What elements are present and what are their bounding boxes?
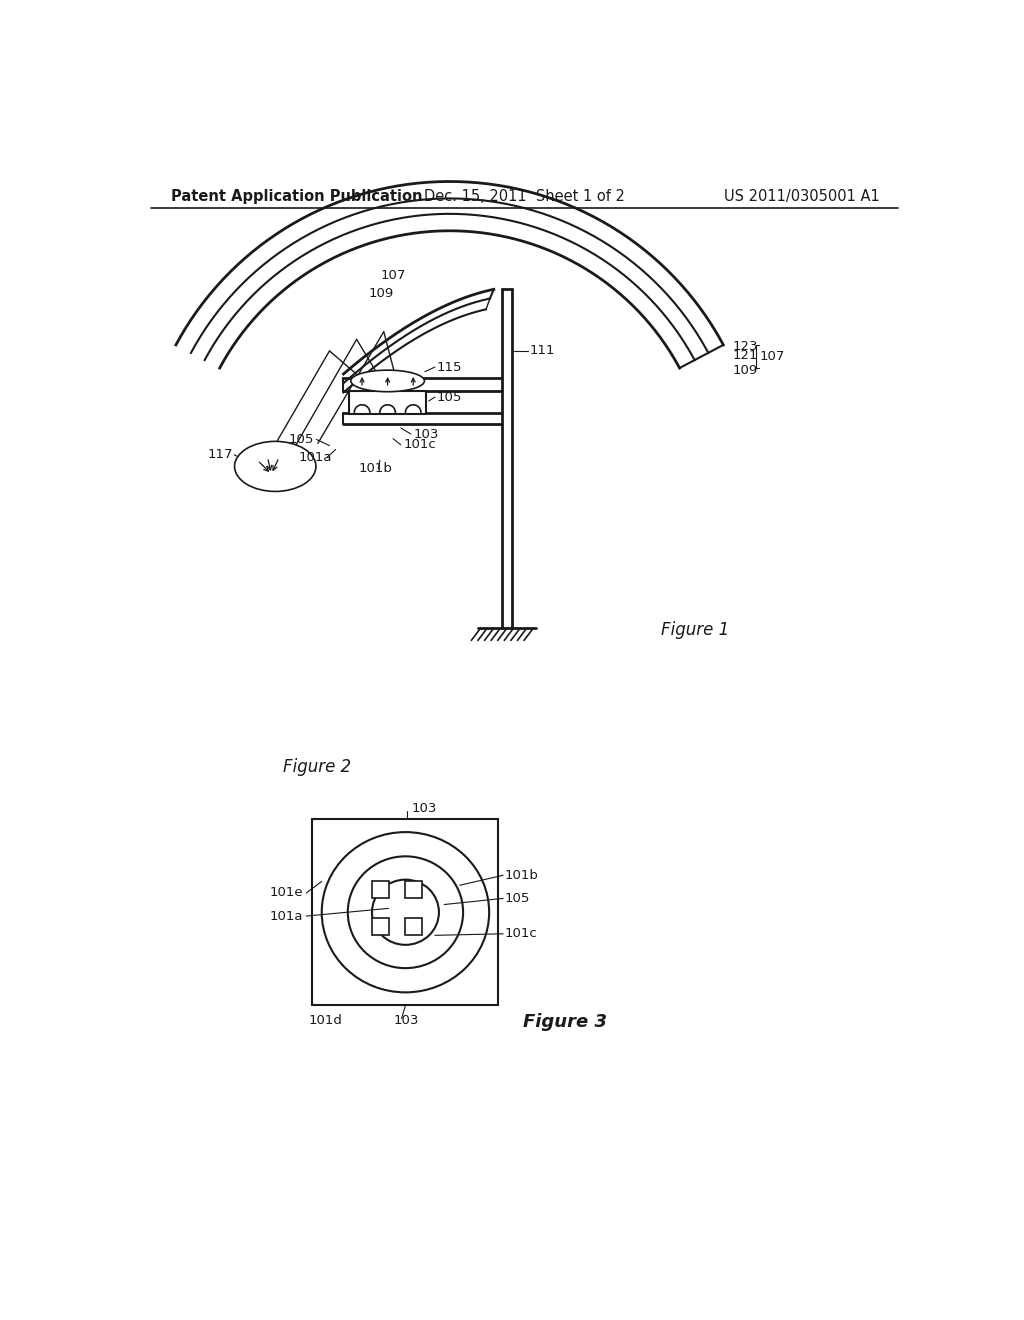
Text: 105: 105 <box>505 892 530 906</box>
Text: 121: 121 <box>732 348 758 362</box>
Text: Patent Application Publication: Patent Application Publication <box>171 189 422 205</box>
Text: 107: 107 <box>381 269 407 282</box>
Text: 123: 123 <box>732 341 758 352</box>
Text: 105: 105 <box>436 391 462 404</box>
Bar <box>372 880 389 898</box>
Bar <box>404 880 422 898</box>
Text: 101c: 101c <box>403 438 436 451</box>
Text: Dec. 15, 2011  Sheet 1 of 2: Dec. 15, 2011 Sheet 1 of 2 <box>424 189 626 205</box>
Text: US 2011/0305001 A1: US 2011/0305001 A1 <box>724 189 880 205</box>
Text: 101a: 101a <box>270 909 303 923</box>
Text: 101e: 101e <box>270 887 303 899</box>
Text: 103: 103 <box>394 1014 419 1027</box>
Ellipse shape <box>234 441 316 491</box>
Bar <box>312 818 499 1006</box>
Text: 103: 103 <box>414 428 438 441</box>
Ellipse shape <box>351 370 424 392</box>
Text: 111: 111 <box>529 345 555 358</box>
Bar <box>404 917 422 935</box>
Text: 105: 105 <box>289 433 314 446</box>
Text: 115: 115 <box>436 360 462 374</box>
Text: Figure 1: Figure 1 <box>662 622 729 639</box>
Text: 101c: 101c <box>505 927 538 940</box>
Text: 107: 107 <box>760 350 785 363</box>
Text: 101a: 101a <box>299 450 332 463</box>
Text: 101b: 101b <box>505 869 539 882</box>
Text: 109: 109 <box>732 364 758 376</box>
Text: Figure 3: Figure 3 <box>523 1014 607 1031</box>
Text: Figure 2: Figure 2 <box>283 758 351 776</box>
Text: 109: 109 <box>369 286 393 300</box>
Bar <box>372 917 389 935</box>
Bar <box>349 391 426 414</box>
Text: 103: 103 <box>412 801 437 814</box>
Text: 101d: 101d <box>308 1014 342 1027</box>
Text: 101b: 101b <box>359 462 393 475</box>
Text: 117: 117 <box>207 449 232 462</box>
